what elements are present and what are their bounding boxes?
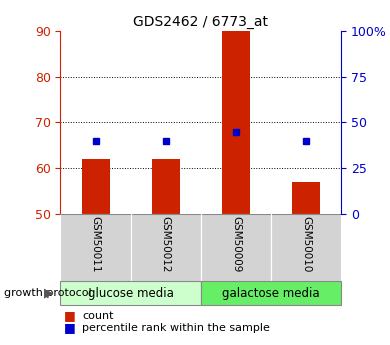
Text: glucose media: glucose media bbox=[88, 287, 174, 300]
Text: GSM50009: GSM50009 bbox=[231, 216, 241, 272]
Title: GDS2462 / 6773_at: GDS2462 / 6773_at bbox=[133, 14, 268, 29]
Text: ■: ■ bbox=[64, 309, 76, 322]
Bar bbox=[60, 214, 131, 281]
Bar bbox=[201, 214, 271, 281]
Bar bbox=[292, 182, 320, 214]
Text: ▶: ▶ bbox=[44, 287, 53, 300]
Text: growth protocol: growth protocol bbox=[4, 288, 92, 298]
Bar bbox=[222, 31, 250, 214]
Bar bbox=[271, 214, 341, 281]
Bar bbox=[152, 159, 180, 214]
Text: GSM50011: GSM50011 bbox=[90, 216, 101, 273]
Bar bbox=[131, 214, 201, 281]
Text: count: count bbox=[82, 311, 113, 321]
Text: GSM50012: GSM50012 bbox=[161, 216, 171, 273]
Text: galactose media: galactose media bbox=[222, 287, 320, 300]
Bar bbox=[201, 281, 341, 305]
Text: GSM50010: GSM50010 bbox=[301, 216, 311, 272]
Bar bbox=[60, 281, 201, 305]
Text: ■: ■ bbox=[64, 321, 76, 334]
Text: percentile rank within the sample: percentile rank within the sample bbox=[82, 323, 270, 333]
Bar bbox=[82, 159, 110, 214]
